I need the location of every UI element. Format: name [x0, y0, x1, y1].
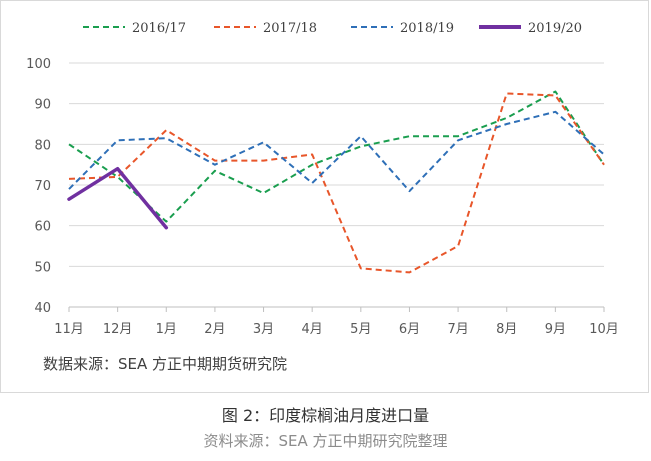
chart-source-note: 数据来源：SEA 方正中期期货研究院: [43, 355, 288, 373]
x-tick-label: 7月: [447, 322, 468, 337]
y-tick-label: 90: [34, 98, 51, 113]
grid-lines: [69, 62, 604, 267]
series-line-2018-19: [68, 110, 605, 193]
x-tick-label: 12月: [103, 322, 133, 337]
x-tick-label: 9月: [545, 322, 566, 337]
legend-label: 2016/17: [132, 21, 186, 36]
x-tick-label: 2月: [204, 322, 225, 337]
legend-label: 2017/18: [263, 21, 317, 36]
axes: 40 50 60 70 80 90 100 11月 12月 1月 2月 3月 4月 5月 6月 7月 8月 9月 1…: [26, 57, 619, 337]
x-tick-label: 10月: [589, 322, 619, 337]
x-tick-label: 3月: [253, 322, 274, 337]
x-tick-label: 11月: [54, 322, 84, 337]
legend-label: 2018/19: [400, 21, 454, 36]
series-line-2019-20: [67, 166, 169, 230]
legend-label: 2019/20: [528, 21, 582, 36]
x-tick-label: 4月: [302, 322, 323, 337]
y-tick-label: 50: [34, 260, 51, 275]
chart-frame: 40 50 60 70 80 90 100 11月 12月 1月 2月 3月 4月 5月 6月 7月 8月 9月 1…: [0, 0, 649, 393]
x-tick-label: 6月: [399, 322, 420, 337]
figure-caption: 图 2：印度棕榈油月度进口量: [221, 406, 430, 425]
x-tick-label: 5月: [350, 322, 371, 337]
y-tick-label: 40: [34, 301, 51, 316]
y-tick-label: 100: [26, 57, 51, 72]
series-line-2017-18: [68, 92, 605, 274]
series-line-2016-17: [68, 90, 605, 223]
y-tick-label: 70: [34, 179, 51, 194]
figure-source: 资料来源：SEA 方正中期研究院整理: [203, 432, 448, 450]
legend: 2016/17 2017/18 2018/19 2019/20: [83, 21, 582, 36]
y-tick-label: 80: [34, 138, 51, 153]
x-tick-label: 1月: [156, 322, 177, 337]
line-chart: 40 50 60 70 80 90 100 11月 12月 1月 2月 3月 4月 5月 6月 7月 8月 9月 1…: [26, 21, 619, 337]
y-tick-label: 60: [34, 220, 51, 235]
series-lines: [67, 90, 605, 274]
x-tick-label: 8月: [496, 322, 517, 337]
